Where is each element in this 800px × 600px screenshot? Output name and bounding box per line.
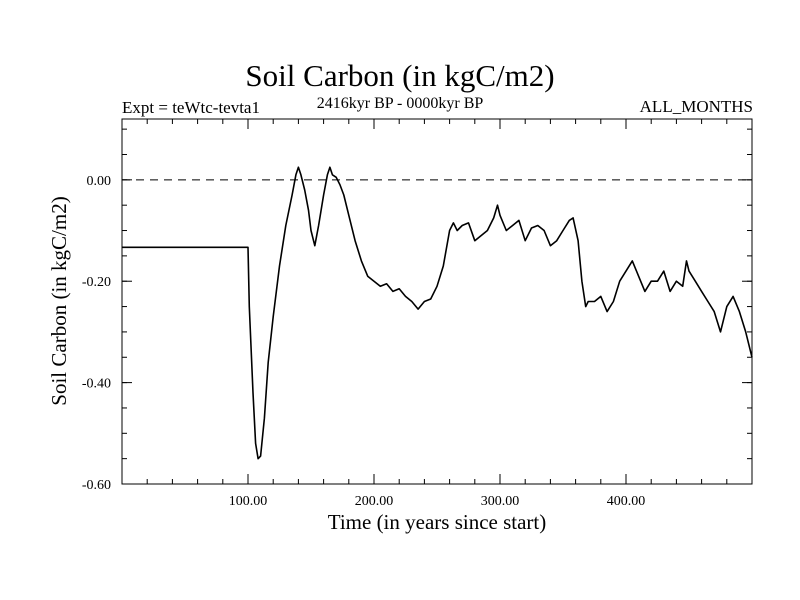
y-tick-label: -0.40 <box>82 377 111 392</box>
period-label: ALL_MONTHS <box>639 97 753 116</box>
minor-ticks <box>122 119 752 485</box>
y-tick-labels: 0.00 -0.20 -0.40 -0.60 <box>82 174 111 493</box>
y-tick-label: -0.20 <box>82 275 111 290</box>
x-axis-label: Time (in years since start) <box>328 510 547 534</box>
plot-frame <box>121 118 753 485</box>
x-tick-labels: 100.00 200.00 300.00 400.00 <box>229 494 646 509</box>
chart-title: Soil Carbon (in kgC/m2) <box>245 58 555 93</box>
x-tick-label: 100.00 <box>229 494 268 509</box>
x-tick-label: 300.00 <box>481 494 520 509</box>
x-tick-label: 400.00 <box>607 494 646 509</box>
y-axis-label: Soil Carbon (in kgC/m2) <box>47 196 71 405</box>
y-tick-label: 0.00 <box>87 174 112 189</box>
chart-subtitle: 2416kyr BP - 0000kyr BP <box>316 95 484 112</box>
major-ticks <box>122 119 752 485</box>
x-tick-label: 200.00 <box>355 494 394 509</box>
soil-carbon-series-line <box>122 166 753 460</box>
experiment-label: Expt = teWtc-tevta1 <box>122 98 260 117</box>
y-tick-label: -0.60 <box>82 478 111 493</box>
